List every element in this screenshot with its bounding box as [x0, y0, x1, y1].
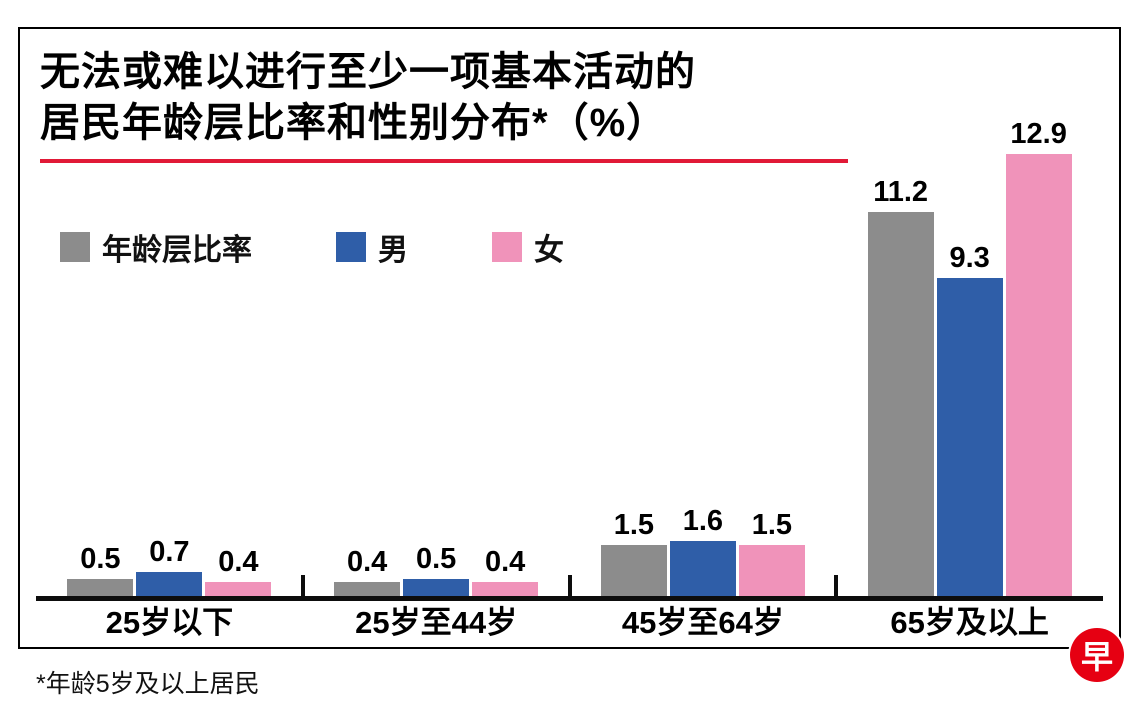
bar-value-label: 11.2 [873, 176, 929, 209]
bar-age_group-2 [600, 545, 667, 596]
legend-swatch-age_group [60, 232, 90, 262]
bar-female-2 [738, 545, 805, 596]
bar-male-0 [136, 572, 203, 596]
legend: 年龄层比率 男 女 [60, 225, 564, 269]
bar-cell: 0.4 [334, 546, 401, 596]
legend-item-0: 年龄层比率 [60, 225, 252, 269]
bar-cell: 1.5 [600, 509, 667, 596]
legend-item-2: 女 [492, 225, 564, 269]
zaobao-logo: 早 [1070, 628, 1124, 682]
bar-value-label: 0.4 [346, 546, 388, 579]
bar-value-label: 1.5 [751, 509, 793, 542]
bar-cell: 0.7 [136, 536, 203, 596]
legend-label: 年龄层比率 [102, 234, 252, 267]
chart-panel: 无法或难以进行至少一项基本活动的 居民年龄层比率和性别分布*（%） 年龄层比率 男… [18, 27, 1121, 649]
category-label-0: 25岁以下 [105, 605, 234, 640]
title-underline [40, 159, 848, 164]
axis-tick [567, 575, 572, 596]
bar-cell: 0.5 [403, 543, 470, 596]
bar-value-label: 9.3 [949, 242, 990, 275]
bar-male-1 [403, 579, 470, 596]
bar-age_group-3 [867, 212, 934, 596]
legend-item-1: 男 [336, 225, 408, 269]
bar-value-label: 0.5 [80, 543, 121, 576]
bar-age_group-0 [67, 579, 134, 596]
bar-cell: 11.2 [867, 176, 934, 596]
category-axis-labels: 25岁以下 25岁至44岁 45岁至64岁 65岁及以上 [36, 597, 1103, 642]
bar-group-0: 0.5 0.7 0.4 [36, 104, 303, 596]
legend-swatch-male [336, 232, 366, 262]
legend-label: 男 [378, 234, 408, 267]
x-axis [36, 575, 1103, 601]
bar-female-1 [472, 582, 539, 596]
bar-cell: 12.9 [1005, 118, 1072, 596]
legend-swatch-female [492, 232, 522, 262]
bar-cell: 9.3 [936, 242, 1003, 596]
bar-value-label: 1.6 [682, 505, 724, 538]
bar-male-2 [669, 541, 736, 596]
axis-tick [834, 575, 839, 596]
bar-group-1: 0.4 0.5 0.4 [303, 104, 570, 596]
bar-female-0 [205, 582, 272, 596]
bar-cell: 1.5 [738, 509, 805, 596]
legend-label: 女 [534, 234, 564, 267]
bar-value-label: 1.5 [613, 509, 655, 542]
bar-value-label: 12.9 [1010, 118, 1067, 151]
bar-cell: 0.4 [205, 546, 272, 596]
category-label-3: 65岁及以上 [890, 605, 1049, 640]
category-label-2: 45岁至64岁 [621, 605, 784, 640]
axis-tick [300, 575, 305, 596]
bar-value-label: 0.7 [149, 536, 190, 569]
bar-cell: 1.6 [669, 505, 736, 596]
bar-value-label: 0.5 [415, 543, 457, 576]
bar-age_group-1 [334, 582, 401, 596]
chart-title-line2: 居民年龄层比率和性别分布*（%） [40, 101, 668, 146]
bar-male-3 [936, 278, 1003, 596]
category-label-1: 25岁至44岁 [355, 605, 518, 640]
bar-value-label: 0.4 [484, 546, 526, 579]
footnote: *年龄5岁及以上居民 [36, 670, 260, 698]
bar-value-label: 0.4 [218, 546, 259, 579]
chart-title: 无法或难以进行至少一项基本活动的 居民年龄层比率和性别分布*（%） [40, 47, 1119, 149]
bar-female-3 [1005, 154, 1072, 596]
chart-title-line1: 无法或难以进行至少一项基本活动的 [40, 50, 696, 94]
bar-cell: 0.4 [472, 546, 539, 596]
bar-group-2: 1.5 1.6 1.5 [570, 104, 837, 596]
bar-group-3: 11.2 9.3 12.9 [836, 104, 1103, 596]
zaobao-logo-glyph: 早 [1080, 639, 1113, 675]
plot-area: 0.5 0.7 0.4 0.4 0.5 0.4 1.5 1.6 1.5 11.2 9.3 12.9 [36, 104, 1103, 596]
bar-cell: 0.5 [67, 543, 134, 596]
